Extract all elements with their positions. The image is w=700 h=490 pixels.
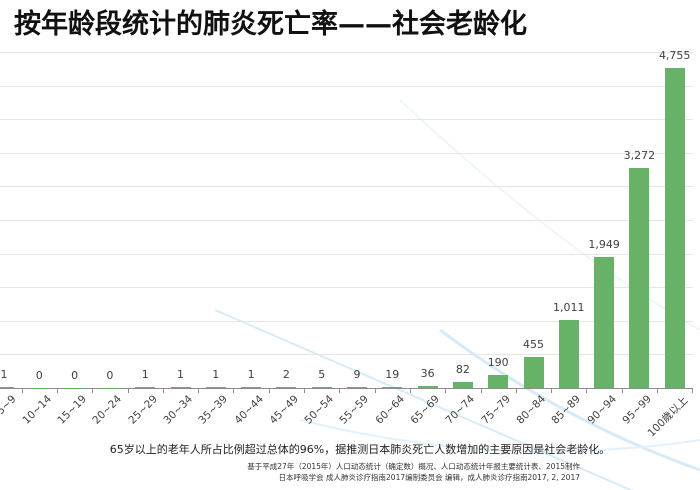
x-tick-label: 15~19 xyxy=(55,393,90,427)
x-tick xyxy=(410,388,411,393)
bar xyxy=(276,387,297,388)
bar xyxy=(347,387,367,388)
value-label: 82 xyxy=(455,363,470,377)
bar xyxy=(382,386,403,388)
x-tick xyxy=(551,388,552,393)
x-tick xyxy=(163,388,164,393)
x-tick xyxy=(92,388,93,393)
bar xyxy=(64,387,85,388)
gridline xyxy=(0,320,693,322)
x-tick xyxy=(622,388,623,393)
bar xyxy=(452,382,473,388)
x-tick xyxy=(586,388,587,393)
x-tick xyxy=(516,388,517,393)
value-label: 4,755 xyxy=(658,49,691,63)
value-label: 0 xyxy=(106,368,114,382)
gridline xyxy=(0,152,693,154)
x-tick-label: 35~39 xyxy=(196,393,231,427)
value-label: 1 xyxy=(0,368,8,381)
value-label: 36 xyxy=(420,366,435,380)
x-tick-label: 25~29 xyxy=(126,393,160,427)
bar xyxy=(488,375,509,388)
bar xyxy=(135,387,156,388)
x-tick xyxy=(57,388,58,393)
x-tick xyxy=(657,388,658,393)
x-tick-label: 50~54 xyxy=(302,393,337,427)
value-label: 1 xyxy=(141,368,149,381)
bar xyxy=(558,320,579,388)
gridline xyxy=(0,354,693,356)
value-label: 19 xyxy=(385,367,400,381)
bar xyxy=(311,387,332,388)
x-tick-label: 90~94 xyxy=(584,393,619,427)
gridline xyxy=(0,119,693,121)
x-tick-label: 65~69 xyxy=(408,393,443,427)
x-tick-label: 75~79 xyxy=(479,393,513,427)
x-tick xyxy=(692,388,693,393)
bar xyxy=(594,257,615,388)
gridline xyxy=(0,85,693,87)
gridline xyxy=(0,253,693,255)
x-tick-label: 5~9 xyxy=(0,393,19,418)
bar xyxy=(664,68,685,388)
x-tick-label: 45~49 xyxy=(267,393,301,427)
source-line-1: 基于平成27年（2015年）人口动态统计（确定数）概况、人口动态统计年报主要统计… xyxy=(247,462,580,471)
value-label: 190 xyxy=(487,356,509,370)
x-tick xyxy=(233,388,234,393)
gridline xyxy=(0,220,693,221)
x-tick-label: 40~44 xyxy=(231,393,266,427)
page-title: 按年龄段统计的肺炎死亡率——社会老龄化 xyxy=(14,9,527,40)
x-tick-label: 95~99 xyxy=(620,393,654,427)
bar xyxy=(0,387,14,388)
footnote-main: 65岁以上的老年人所占比例超过总体的96%，据推测日本肺炎死亡人数增加的主要原因… xyxy=(109,443,611,456)
x-tick-label: 10~14 xyxy=(20,393,54,427)
x-tick xyxy=(339,388,340,393)
value-label: 5 xyxy=(318,368,326,381)
value-label: 1,949 xyxy=(588,238,620,252)
source-line-2: 日本呼吸学会 成人肺炎诊疗指南2017编制委员会 编辑，成人肺炎诊疗指南2017… xyxy=(278,473,580,482)
value-label: 1 xyxy=(212,368,220,381)
x-tick xyxy=(375,388,376,393)
value-label: 455 xyxy=(523,338,544,352)
x-tick xyxy=(128,388,129,393)
x-tick-label: 60~64 xyxy=(373,393,407,427)
x-axis xyxy=(0,388,693,389)
bar xyxy=(205,387,226,388)
gridline xyxy=(0,52,693,53)
gridline xyxy=(0,287,693,289)
value-label: 1 xyxy=(177,368,184,381)
bar xyxy=(241,387,262,388)
bar xyxy=(523,357,544,388)
x-tick xyxy=(445,388,446,393)
bar xyxy=(170,387,191,388)
x-tick-label: 55~59 xyxy=(337,393,372,427)
x-tick xyxy=(22,388,23,393)
bar xyxy=(629,168,650,388)
bar xyxy=(29,387,50,388)
value-label: 0 xyxy=(35,368,43,382)
x-tick-label: 80~84 xyxy=(514,393,548,427)
value-label: 1,011 xyxy=(553,301,585,315)
value-label: 9 xyxy=(353,368,361,381)
x-tick xyxy=(481,388,482,393)
bar xyxy=(99,387,120,388)
value-label: 0 xyxy=(71,368,79,382)
value-label: 1 xyxy=(247,368,255,381)
x-tick xyxy=(304,388,305,393)
gridline xyxy=(0,186,693,188)
x-tick-label: 30~34 xyxy=(161,393,195,427)
x-tick xyxy=(198,388,199,393)
x-tick xyxy=(269,388,270,393)
value-label: 3,272 xyxy=(623,149,656,163)
x-tick-label: 85~89 xyxy=(549,393,584,427)
x-tick-label: 70~74 xyxy=(443,393,478,427)
value-label: 2 xyxy=(282,368,290,381)
bar xyxy=(417,385,438,388)
x-tick-label: 20~24 xyxy=(90,393,125,427)
